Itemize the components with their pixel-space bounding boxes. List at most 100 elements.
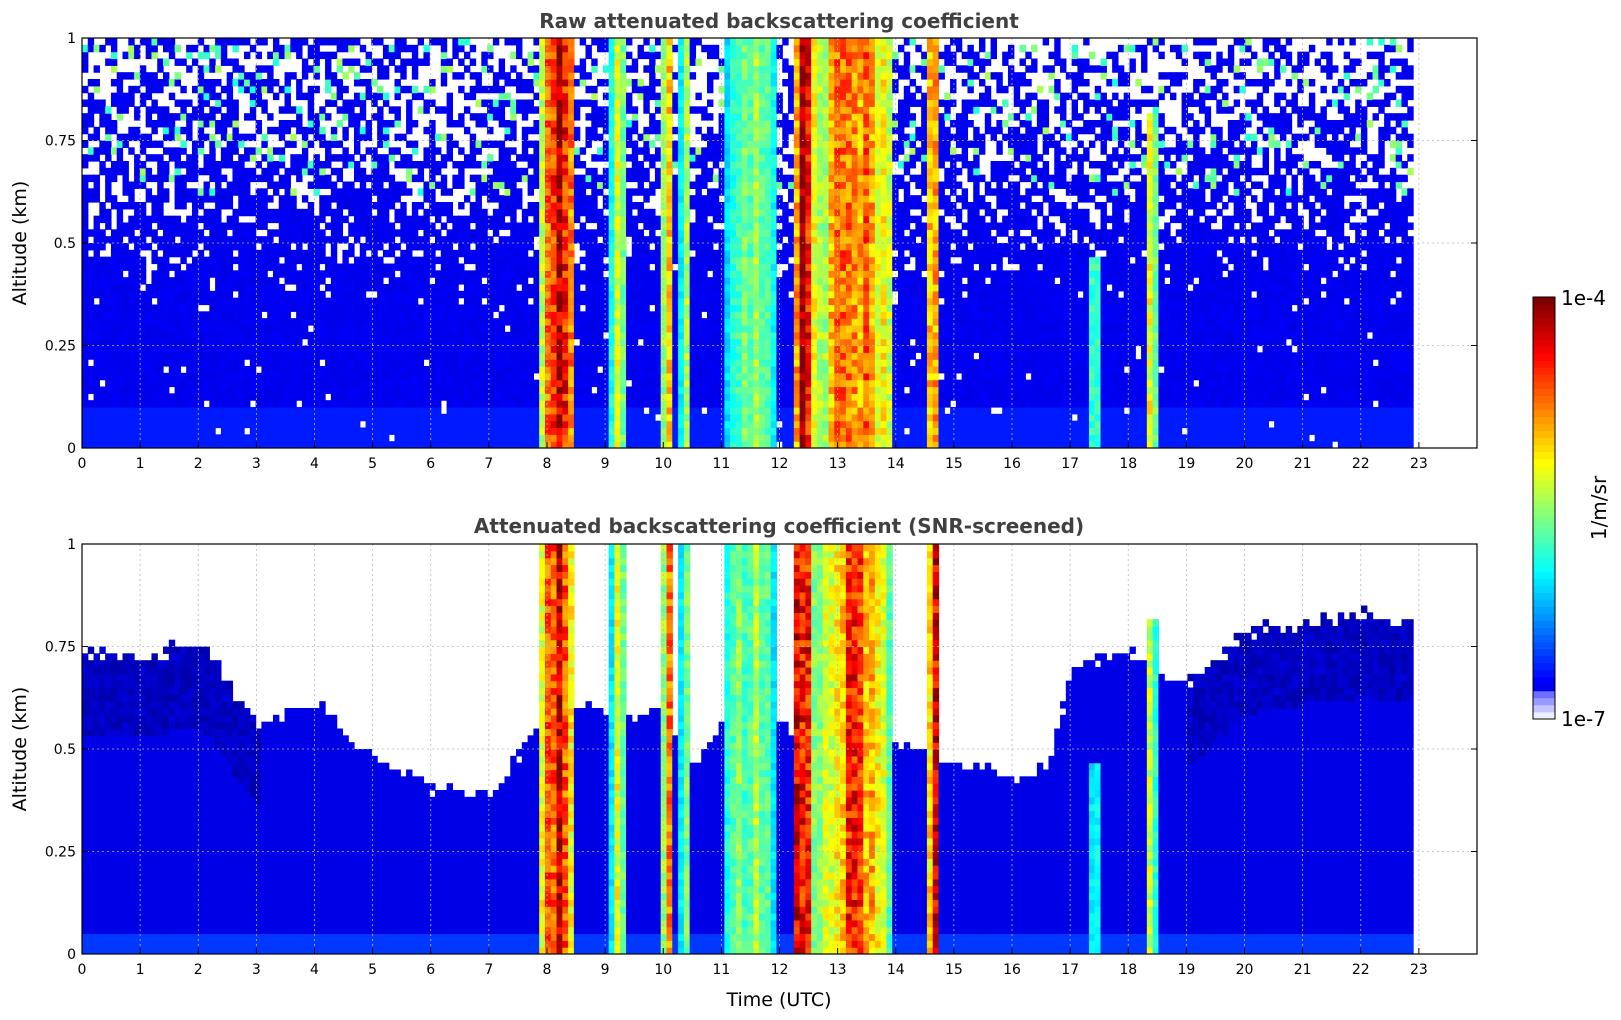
heatmap-cell xyxy=(128,215,135,224)
heatmap-cell xyxy=(654,120,662,128)
heatmap-cell xyxy=(660,372,668,381)
heatmap-cell xyxy=(348,195,355,203)
heatmap-cell xyxy=(626,427,633,435)
heatmap-cell xyxy=(267,85,274,94)
heatmap-cell xyxy=(330,325,338,333)
heatmap-cell xyxy=(180,147,187,155)
heatmap-cell xyxy=(411,434,419,442)
heatmap-cell xyxy=(215,99,222,107)
heatmap-cell xyxy=(330,379,338,388)
heatmap-cell xyxy=(110,372,118,381)
heatmap-cell xyxy=(354,270,361,278)
heatmap-cell xyxy=(122,352,129,360)
heatmap-cell xyxy=(244,243,251,251)
heatmap-cell xyxy=(435,236,442,244)
heatmap-cell xyxy=(539,92,546,101)
heatmap-cell xyxy=(556,352,563,360)
heatmap-cell xyxy=(666,154,673,162)
heatmap-cell xyxy=(533,38,540,46)
heatmap-cell xyxy=(475,249,482,258)
heatmap-cell xyxy=(122,229,129,237)
heatmap-cell xyxy=(591,92,598,101)
heatmap-cell xyxy=(666,379,673,388)
heatmap-cell xyxy=(249,263,257,271)
heatmap-cell xyxy=(365,147,372,155)
heatmap-cell xyxy=(591,290,598,299)
heatmap-cell xyxy=(446,106,453,114)
heatmap-cell xyxy=(220,133,228,142)
heatmap-cell xyxy=(238,270,245,278)
heatmap-cell xyxy=(585,338,592,347)
heatmap-cell xyxy=(666,366,673,374)
heatmap-cell xyxy=(608,243,616,251)
heatmap-cell xyxy=(365,79,372,87)
heatmap-cell xyxy=(151,256,158,265)
heatmap-cell xyxy=(180,420,187,429)
heatmap-cell xyxy=(110,161,118,169)
heatmap-cell xyxy=(128,427,135,435)
heatmap-cell xyxy=(423,393,430,401)
heatmap-cell xyxy=(377,434,384,442)
heatmap-cell xyxy=(654,79,662,87)
heatmap-cell xyxy=(660,113,668,121)
heatmap-cell xyxy=(382,427,390,435)
heatmap-cell xyxy=(134,44,141,53)
heatmap-cell xyxy=(267,359,274,367)
heatmap-cell xyxy=(498,154,506,162)
heatmap-cell xyxy=(423,161,430,169)
heatmap-cell xyxy=(660,249,668,258)
heatmap-cell xyxy=(562,154,569,162)
heatmap-cell xyxy=(220,174,228,183)
heatmap-cell xyxy=(556,38,563,46)
heatmap-cell xyxy=(226,249,234,258)
heatmap-cell xyxy=(220,249,228,258)
heatmap-cell xyxy=(487,352,494,360)
heatmap-cell xyxy=(458,393,465,401)
heatmap-cell xyxy=(134,352,141,360)
heatmap-cell xyxy=(672,379,679,388)
heatmap-cell xyxy=(631,85,639,94)
heatmap-cell xyxy=(255,126,263,135)
heatmap-cell xyxy=(319,441,326,448)
heatmap-cell xyxy=(354,140,361,148)
heatmap-cell xyxy=(614,366,621,374)
heatmap-cell xyxy=(168,236,176,244)
heatmap-cell xyxy=(423,106,430,114)
heatmap-cell xyxy=(382,161,390,169)
heatmap-cell xyxy=(336,407,344,415)
heatmap-cell xyxy=(504,400,511,408)
heatmap-cell xyxy=(660,441,668,448)
heatmap-cell xyxy=(296,208,303,217)
heatmap-cell xyxy=(643,277,650,285)
heatmap-cell xyxy=(377,229,384,237)
heatmap-cell xyxy=(672,441,679,448)
heatmap-cell xyxy=(110,99,118,107)
heatmap-cell xyxy=(631,297,639,306)
heatmap-cell xyxy=(649,140,656,148)
heatmap-cell xyxy=(660,393,668,401)
heatmap-cell xyxy=(284,352,291,360)
heatmap-cell xyxy=(417,441,425,448)
heatmap-cell xyxy=(157,85,164,94)
heatmap-cell xyxy=(527,386,535,394)
heatmap-cell xyxy=(556,243,563,251)
heatmap-cell xyxy=(325,386,332,394)
heatmap-cell xyxy=(400,188,407,196)
heatmap-cell xyxy=(122,386,129,394)
heatmap-cell xyxy=(556,311,563,319)
heatmap-cell xyxy=(516,229,523,237)
heatmap-cell xyxy=(660,154,668,162)
heatmap-cell xyxy=(406,338,413,347)
heatmap-cell xyxy=(579,400,587,408)
heatmap-cell xyxy=(267,72,274,80)
heatmap-cell xyxy=(533,400,540,408)
heatmap-cell xyxy=(637,277,644,285)
heatmap-cell xyxy=(105,297,112,306)
heatmap-cell xyxy=(435,427,442,435)
heatmap-cell xyxy=(128,359,135,367)
heatmap-cell xyxy=(614,174,621,183)
heatmap-cell xyxy=(203,120,210,128)
heatmap-cell xyxy=(539,65,546,73)
heatmap-cell xyxy=(562,174,569,183)
heatmap-cell xyxy=(325,331,332,340)
